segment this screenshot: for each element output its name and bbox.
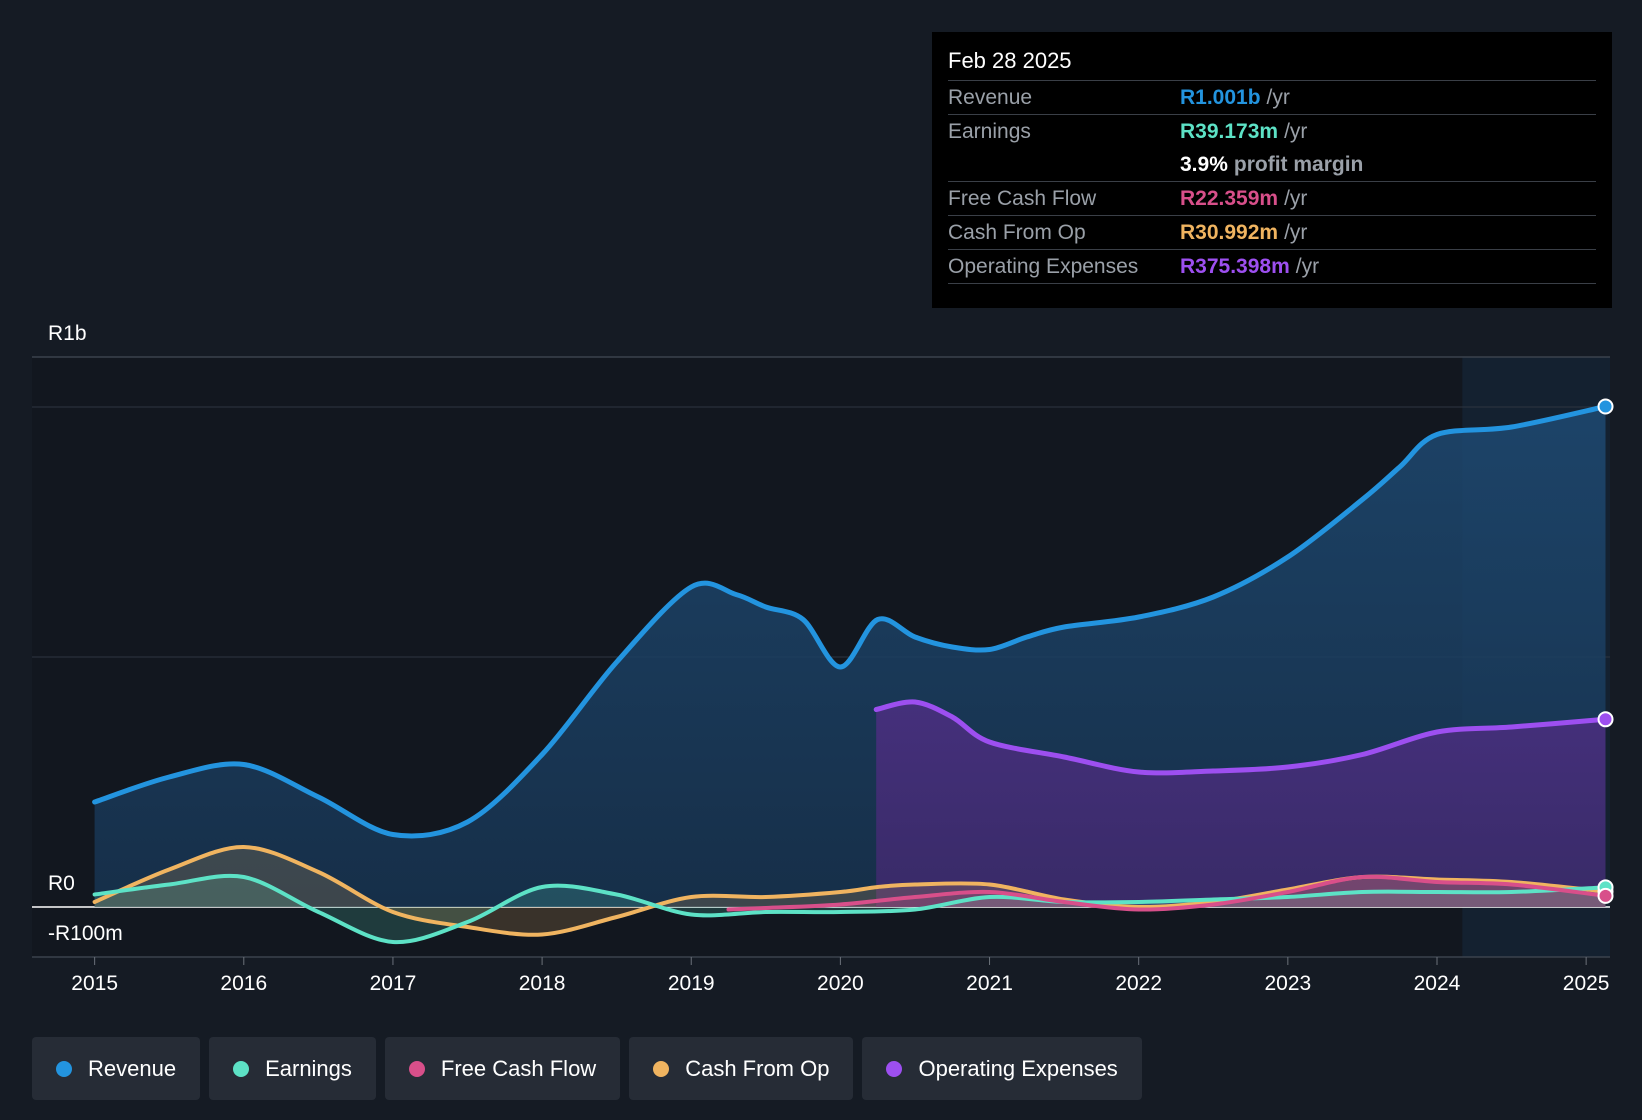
tooltip-row-earnings: Earnings R39.173m /yr (948, 115, 1596, 148)
legend-label: Operating Expenses (918, 1055, 1118, 1081)
tooltip-label: Revenue (948, 86, 1033, 109)
x-tick-label: 2025 (1563, 972, 1610, 995)
legend-item-earnings[interactable]: Earnings (209, 1037, 376, 1100)
legend-dot-icon (653, 1060, 670, 1077)
tooltip-label: Earnings (948, 120, 1031, 143)
y-tick-label: R0 (48, 872, 75, 895)
tooltip-row-cash-from-op: Cash From Op R30.992m /yr (948, 216, 1596, 250)
earnings-area (94, 875, 1606, 943)
legend-dot-icon (233, 1060, 250, 1077)
legend-label: Revenue (88, 1055, 177, 1081)
y-axis: R1b R0 -R100m (48, 322, 123, 945)
x-tick-label: 2016 (220, 972, 267, 995)
legend-item-revenue[interactable]: Revenue (32, 1037, 201, 1100)
chart-canvas: 2015 2016 2017 2018 2019 2020 2021 2022 2023 2024… (32, 322, 1614, 995)
tooltip-value: R375.398m (1180, 255, 1290, 278)
earnings-line (92, 873, 1608, 945)
free-cash-flow-end-marker (1597, 887, 1614, 904)
series-lines (92, 404, 1608, 945)
tooltip-unit: /yr (1284, 221, 1308, 244)
x-tick-label: 2018 (519, 972, 566, 995)
tooltip-unit: /yr (1266, 86, 1290, 109)
tooltip-row-free-cash-flow: Free Cash Flow R22.359m /yr (948, 182, 1596, 216)
legend-label: Free Cash Flow (440, 1055, 597, 1081)
tooltip-value: 3.9% (1180, 153, 1228, 176)
tooltip-unit: /yr (1284, 120, 1308, 143)
x-tick-label: 2015 (71, 972, 118, 995)
tooltip-row-operating-expenses: Operating Expenses R375.398m /yr (948, 250, 1596, 284)
cash-from-op-area (94, 846, 1606, 935)
free-cash-flow-line (726, 874, 1608, 912)
tooltip-label: Free Cash Flow (948, 187, 1097, 210)
tooltip-unit: profit margin (1233, 153, 1364, 176)
series-areas (94, 406, 1606, 943)
x-tick-label: 2021 (966, 972, 1013, 995)
tooltip-row-revenue: Revenue R1.001b /yr (948, 81, 1596, 115)
tooltip-row-profit-margin: 3.9% profit margin (948, 148, 1596, 182)
tooltip-value: R1.001b (1180, 86, 1261, 109)
x-tick-label: 2023 (1264, 972, 1311, 995)
operating-expenses-line (873, 699, 1608, 776)
legend-label: Cash From Op (685, 1055, 830, 1081)
y-tick-label: R1b (48, 322, 87, 345)
tooltip-unit: /yr (1295, 255, 1320, 278)
legend-label: Earnings (265, 1055, 352, 1081)
legend-item-operating-expenses[interactable]: Operating Expenses (862, 1037, 1142, 1100)
tooltip-value: R22.359m (1180, 187, 1279, 210)
legend: Revenue Earnings Free Cash Flow Cash Fro… (32, 1037, 1142, 1100)
x-axis: 2015 2016 2017 2018 2019 2020 2021 2022 2023 2024… (71, 957, 1609, 995)
series-end-markers (1597, 398, 1614, 904)
x-tick-label: 2022 (1115, 972, 1162, 995)
tooltip-value: R30.992m (1180, 221, 1279, 244)
tooltip-label: Cash From Op (948, 221, 1086, 244)
revenue-end-marker (1597, 398, 1614, 415)
operating-expenses-end-marker (1597, 711, 1614, 728)
legend-dot-icon (56, 1060, 72, 1077)
legend-item-free-cash-flow[interactable]: Free Cash Flow (384, 1037, 621, 1100)
x-tick-label: 2020 (817, 972, 864, 995)
tooltip-panel: Feb 28 2025 Revenue R1.001b /yr Earnings… (932, 32, 1612, 308)
operating-expenses-area (876, 701, 1606, 907)
legend-dot-icon (408, 1060, 425, 1077)
tooltip-unit: /yr (1284, 187, 1308, 210)
legend-dot-icon (886, 1060, 903, 1077)
y-tick-label: -R100m (48, 922, 123, 945)
x-tick-label: 2019 (668, 972, 715, 995)
free-cash-flow-area (728, 876, 1606, 910)
tooltip-label: Operating Expenses (948, 255, 1139, 278)
x-tick-label: 2017 (370, 972, 417, 995)
revenue-line (92, 404, 1608, 839)
tooltip-value: R39.173m (1180, 120, 1279, 143)
legend-item-cash-from-op[interactable]: Cash From Op (629, 1037, 854, 1100)
tooltip-label (948, 148, 1180, 181)
x-tick-label: 2024 (1414, 972, 1461, 995)
tooltip-date: Feb 28 2025 (948, 46, 1596, 81)
